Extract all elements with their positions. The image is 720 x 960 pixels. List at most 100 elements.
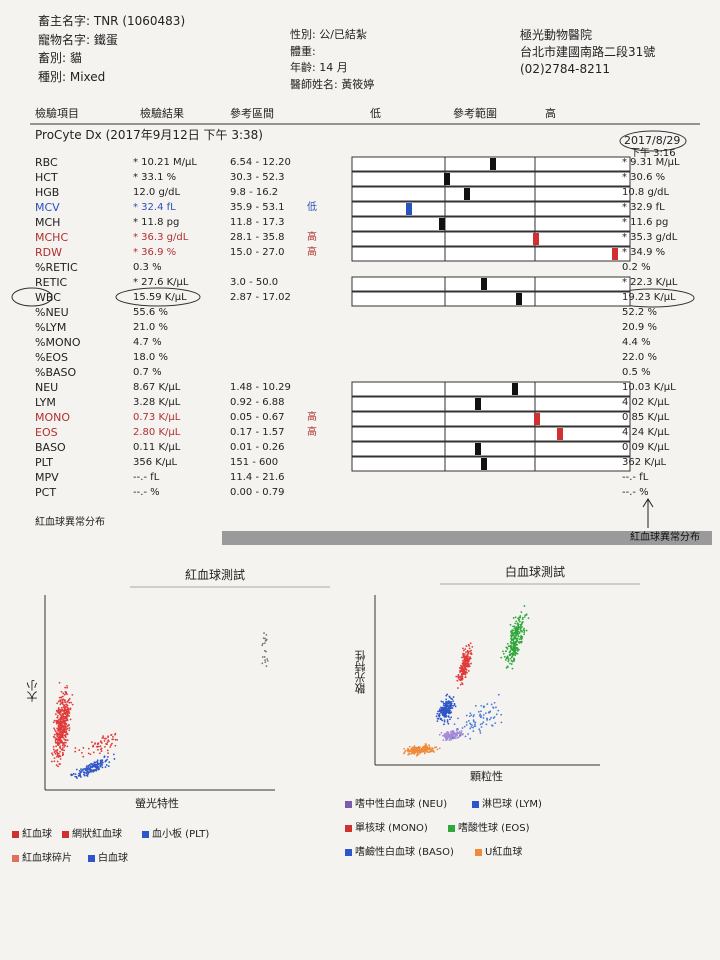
scatter-dot bbox=[66, 732, 69, 735]
scatter-dot bbox=[439, 717, 442, 720]
scatter-dot bbox=[65, 703, 68, 706]
scatter-dot bbox=[484, 712, 487, 715]
scatter-dot bbox=[67, 724, 70, 727]
scatter-dot bbox=[99, 752, 101, 755]
scatter-dot bbox=[444, 714, 447, 717]
scatter-dot bbox=[500, 721, 503, 724]
scatter-dot bbox=[57, 707, 60, 709]
legend-swatch bbox=[475, 849, 482, 856]
scatter-dot bbox=[494, 722, 497, 725]
scatter-dot bbox=[442, 734, 444, 737]
test-result: 0.7 % bbox=[133, 367, 162, 378]
scatter-dot bbox=[502, 652, 505, 655]
range-cell bbox=[351, 231, 631, 247]
column-header: 低 bbox=[370, 107, 381, 120]
range-cell bbox=[351, 186, 631, 202]
scatter-dot bbox=[56, 716, 59, 719]
scatter-dot bbox=[446, 702, 449, 705]
scatter-dot bbox=[415, 747, 417, 750]
test-name: MPV bbox=[35, 471, 59, 484]
scatter-dot bbox=[448, 704, 450, 707]
scatter-dot bbox=[59, 730, 62, 732]
scatter-dot bbox=[93, 769, 95, 772]
scatter-dot bbox=[509, 650, 512, 653]
scatter-dot bbox=[509, 623, 512, 626]
scatter-dot bbox=[466, 665, 469, 668]
scatter-dot bbox=[106, 749, 109, 752]
scatter-dot bbox=[458, 730, 461, 733]
scatter-dot bbox=[510, 663, 513, 665]
scatter-dot bbox=[486, 719, 489, 721]
scatter-dot bbox=[428, 746, 430, 749]
scatter-dot bbox=[457, 687, 459, 689]
previous-result: * 34.9 % bbox=[622, 247, 666, 258]
scatter-dot bbox=[264, 659, 266, 662]
test-name: NEU bbox=[35, 381, 59, 394]
scatter-dot bbox=[446, 693, 449, 696]
scatter-dot bbox=[65, 705, 68, 708]
scatter-dot bbox=[495, 713, 498, 716]
scatter-dot bbox=[51, 752, 53, 755]
test-result: 3.28 K/μL bbox=[133, 397, 181, 408]
scatter-dot bbox=[518, 620, 521, 623]
scatter-dot bbox=[444, 736, 447, 738]
scatter-dot bbox=[462, 652, 465, 655]
legend-label: U紅血球 bbox=[485, 847, 523, 858]
scatter-dot bbox=[100, 750, 103, 752]
scatter-dot bbox=[469, 642, 472, 645]
scatter-dot bbox=[463, 669, 466, 672]
scatter-dot bbox=[415, 754, 418, 757]
scatter-dot bbox=[74, 775, 77, 778]
scatter-dot bbox=[76, 777, 78, 779]
previous-result: 4.02 K/μL bbox=[622, 397, 670, 408]
reference-range: 3.0 - 50.0 bbox=[230, 277, 279, 288]
scatter-dot bbox=[413, 748, 416, 751]
scatter-dot bbox=[96, 762, 99, 765]
scatter-dot bbox=[63, 722, 66, 725]
scatter-dot bbox=[462, 732, 464, 735]
scatter-dot bbox=[509, 662, 511, 665]
scatter-dot bbox=[510, 652, 513, 655]
scatter-dot bbox=[442, 708, 445, 711]
previous-result: 19.23 K/μL bbox=[622, 292, 676, 303]
scatter-dot bbox=[60, 706, 63, 709]
scatter-dot bbox=[471, 645, 474, 648]
legend-label: 單核球 (MONO) bbox=[355, 823, 428, 834]
scatter-dot bbox=[74, 773, 77, 776]
range-marker bbox=[439, 218, 445, 230]
scatter-dot bbox=[57, 742, 60, 745]
scatter-dot bbox=[60, 716, 63, 718]
scatter-dot bbox=[106, 743, 108, 746]
scatter-dot bbox=[432, 749, 435, 752]
scatter-dot bbox=[462, 671, 464, 674]
scatter-dot bbox=[470, 649, 472, 652]
range-marker bbox=[444, 173, 450, 185]
scatter-dot bbox=[449, 730, 452, 733]
test-name: MCH bbox=[35, 216, 61, 229]
scatter-dot bbox=[470, 725, 473, 728]
scatter-dot bbox=[443, 720, 446, 723]
scatter-dot bbox=[53, 719, 56, 722]
test-result: 0.3 % bbox=[133, 262, 162, 273]
legend-label: 淋巴球 (LYM) bbox=[482, 799, 542, 810]
scatter-dot bbox=[261, 644, 264, 647]
test-name: %MONO bbox=[35, 336, 81, 349]
scatter-dot bbox=[264, 637, 267, 640]
test-result: --.- % bbox=[133, 487, 160, 498]
scatter-dot bbox=[462, 663, 465, 666]
scatter-dot bbox=[85, 769, 88, 772]
scatter-dot bbox=[107, 765, 110, 768]
scatter-dot bbox=[469, 727, 472, 730]
scatter-dot bbox=[452, 696, 455, 698]
scatter-dot bbox=[60, 736, 63, 738]
scatter-dot bbox=[505, 657, 508, 660]
reference-range: 0.00 - 0.79 bbox=[230, 487, 285, 498]
reference-range: 0.17 - 1.57 bbox=[230, 427, 285, 438]
scatter-dot bbox=[66, 704, 69, 707]
scatter-dot bbox=[55, 755, 58, 758]
column-header: 高 bbox=[545, 107, 556, 120]
scatter-dot bbox=[519, 623, 522, 626]
scatter-dot bbox=[410, 748, 412, 750]
scatter-dot bbox=[447, 731, 450, 734]
test-result: 55.6 % bbox=[133, 307, 168, 318]
